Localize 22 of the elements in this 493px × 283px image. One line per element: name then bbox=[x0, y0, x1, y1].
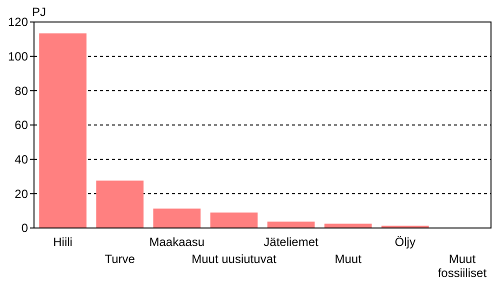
x-tick-label: Muut uusiutuvat bbox=[192, 252, 277, 266]
x-tick-label: Öljy bbox=[394, 235, 416, 249]
y-tick-label: 20 bbox=[14, 186, 28, 201]
x-tick-label: Muut fossiiliset bbox=[438, 252, 488, 280]
y-tick-label: 40 bbox=[14, 152, 28, 167]
x-tick-label: Maakaasu bbox=[149, 235, 205, 249]
bar bbox=[39, 33, 86, 228]
bar bbox=[267, 222, 315, 228]
bar bbox=[210, 212, 258, 228]
y-tick-label: 0 bbox=[21, 221, 28, 236]
bar bbox=[96, 180, 144, 228]
x-tick-label: Muut bbox=[334, 252, 362, 266]
y-tick-label: 120 bbox=[8, 15, 28, 30]
y-tick-label: 100 bbox=[8, 50, 28, 64]
bar bbox=[324, 224, 372, 228]
x-tick-label: Hiili bbox=[53, 235, 72, 249]
y-axis-title: PJ bbox=[32, 5, 46, 19]
y-tick-label: 80 bbox=[14, 84, 28, 98]
y-tick-label: 60 bbox=[14, 118, 28, 132]
x-tick-label: Turve bbox=[104, 252, 136, 266]
x-tick-label: Jäteliemet bbox=[264, 235, 320, 249]
bar bbox=[153, 208, 201, 228]
